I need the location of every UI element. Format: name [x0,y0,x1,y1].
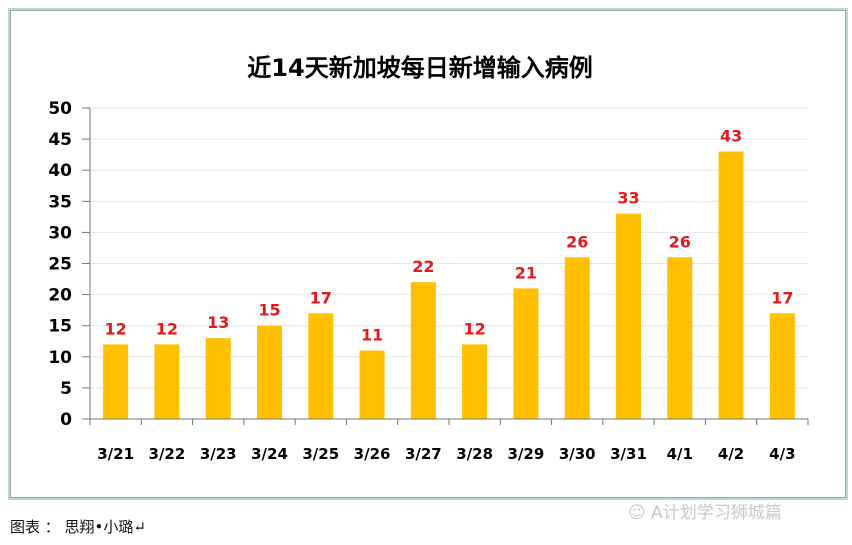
y-tick-label: 0 [60,410,72,430]
y-tick-label: 30 [48,223,72,243]
watermark-text: A计划学习狮城篇 [651,503,782,523]
watermark: ☺ A计划学习狮城篇 [628,498,782,523]
data-label: 12 [464,319,486,338]
data-label: 21 [515,263,537,282]
x-tick-label: 3/21 [97,445,134,463]
data-label: 11 [361,326,383,345]
data-label: 12 [105,319,127,338]
x-tick-label: 3/28 [456,445,493,463]
data-label: 33 [617,189,639,208]
x-tick-label: 4/3 [769,445,795,463]
data-label: 13 [207,313,229,332]
y-tick-label: 20 [48,286,72,306]
figure-caption: 图表 ： 思翔•小璐↵ [10,518,146,536]
x-tick-label: 3/27 [405,445,442,463]
bar [154,344,180,419]
bar [205,338,231,419]
bar [359,350,385,419]
x-tick-label: 3/29 [508,445,545,463]
data-label: 17 [310,288,332,307]
data-label: 17 [771,288,793,307]
data-label: 26 [566,232,588,251]
y-tick-label: 25 [48,255,72,275]
y-tick-label: 5 [60,379,72,399]
bar [718,151,744,420]
x-tick-label: 4/1 [667,445,693,463]
y-tick-label: 40 [48,161,72,181]
x-tick-label: 3/26 [354,445,391,463]
bar [513,288,539,419]
x-tick-label: 3/30 [559,445,596,463]
x-tick-label: 3/25 [302,445,339,463]
bar [308,313,334,419]
x-tick-label: 4/2 [718,445,744,463]
x-tick-label: 3/22 [149,445,186,463]
x-tick-label: 3/31 [610,445,647,463]
data-label: 43 [720,127,742,146]
data-label: 22 [412,257,434,276]
wechat-icon: ☺ [628,503,646,523]
bar [257,325,282,419]
y-tick-label: 10 [48,348,72,368]
chart-title: 近14天新加坡每日新增输入病例 [247,54,592,82]
bar [667,257,693,419]
y-tick-label: 45 [48,130,72,150]
y-tick-label: 15 [48,317,72,337]
x-tick-label: 3/23 [200,445,237,463]
bar [616,213,641,419]
data-label: 15 [258,301,280,320]
bar [769,313,795,419]
data-label: 12 [156,319,178,338]
data-label: 26 [669,232,691,251]
bar [462,344,488,419]
x-tick-label: 3/24 [251,445,288,463]
y-tick-label: 35 [48,192,72,212]
bar [564,257,590,419]
bar [103,344,129,419]
bar [410,282,436,419]
y-tick-label: 50 [48,99,72,119]
